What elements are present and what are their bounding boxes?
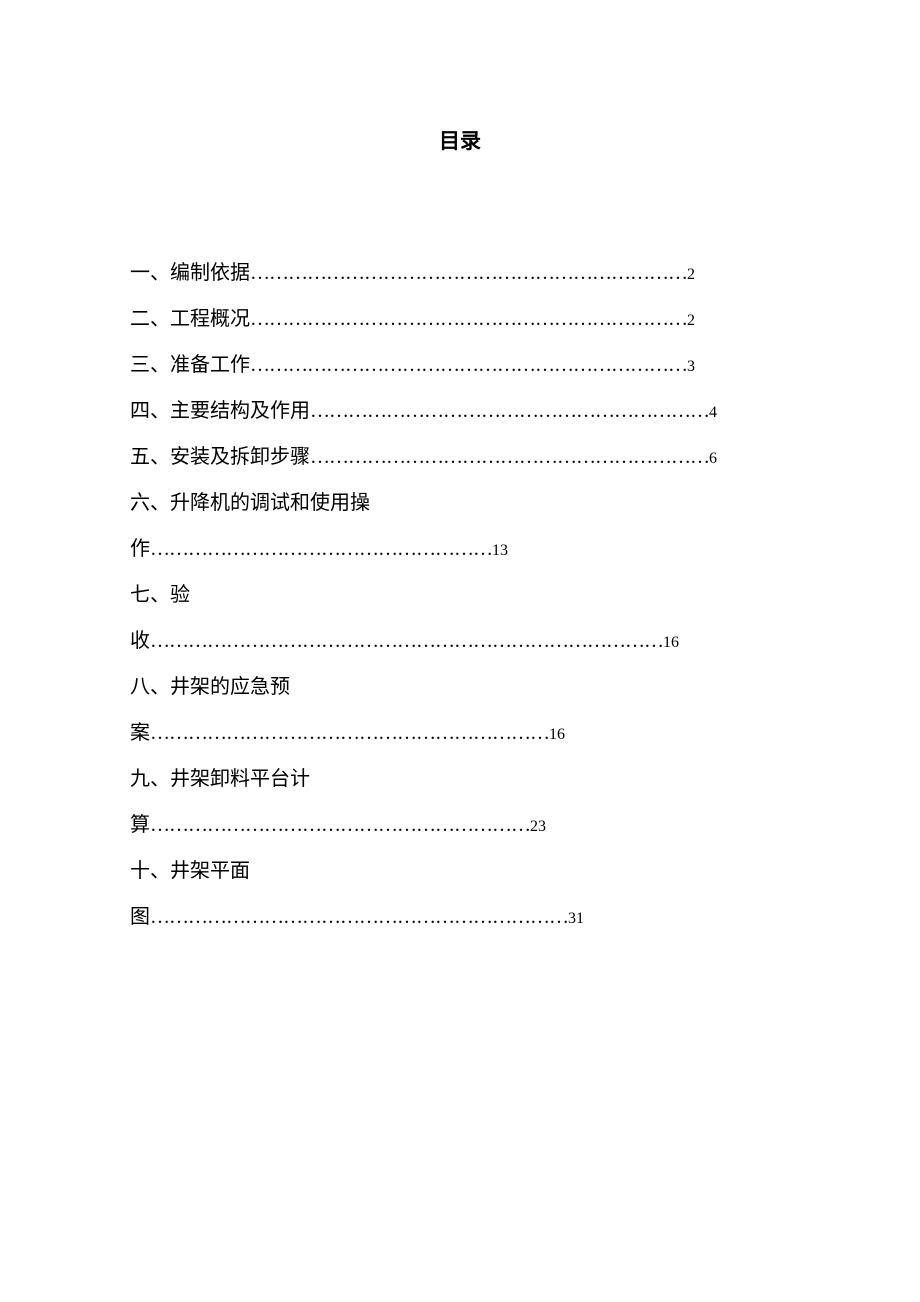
- toc-entry-3: 三、准备工作 …………………………………………………………… 3: [130, 342, 790, 388]
- toc-page: 4: [709, 395, 717, 432]
- toc-page: 23: [530, 809, 546, 846]
- toc-page: 16: [549, 717, 565, 754]
- toc-entry-6: 六、升降机的调试和使用操 作 ……………………………………………… 13: [130, 480, 790, 572]
- toc-label-line2: 算: [130, 802, 150, 848]
- toc-entry-9: 九、井架卸料平台计 算 …………………………………………………… 23: [130, 756, 790, 848]
- toc-dots: ………………………………………………: [150, 526, 492, 572]
- toc-dots: ……………………………………………………………: [250, 250, 687, 296]
- toc-label-line1: 十、井架平面: [130, 848, 790, 894]
- toc-dots: ………………………………………………………………………: [150, 618, 663, 664]
- toc-label: 二、工程概况: [130, 296, 250, 342]
- toc-dots: ………………………………………………………: [310, 388, 709, 434]
- toc-title: 目录: [130, 125, 790, 155]
- toc-label-line1: 七、验: [130, 572, 790, 618]
- toc-page: 2: [687, 303, 695, 340]
- toc-entry-1: 一、编制依据 …………………………………………………………… 2: [130, 250, 790, 296]
- toc-entry-2: 二、工程概况 …………………………………………………………… 2: [130, 296, 790, 342]
- toc-label-line1: 八、井架的应急预: [130, 664, 790, 710]
- toc-label-line2: 收: [130, 618, 150, 664]
- toc-page: 3: [687, 349, 695, 386]
- toc-dots: ……………………………………………………………: [250, 296, 687, 342]
- toc-label-line2: 作: [130, 526, 150, 572]
- toc-label: 一、编制依据: [130, 250, 250, 296]
- toc-label-line1: 九、井架卸料平台计: [130, 756, 790, 802]
- toc-container: 一、编制依据 …………………………………………………………… 2 二、工程概况 …: [130, 250, 790, 940]
- toc-dots: ……………………………………………………………: [250, 342, 687, 388]
- toc-page: 2: [687, 257, 695, 294]
- toc-page: 31: [568, 901, 584, 938]
- toc-entry-8: 八、井架的应急预 案 ……………………………………………………… 16: [130, 664, 790, 756]
- toc-entry-5: 五、安装及拆卸步骤 ……………………………………………………… 6: [130, 434, 790, 480]
- toc-label-line2: 图: [130, 894, 150, 940]
- toc-entry-10: 十、井架平面 图 ………………………………………………………… 31: [130, 848, 790, 940]
- toc-page: 16: [663, 625, 679, 662]
- toc-page: 13: [492, 533, 508, 570]
- toc-label-line2: 案: [130, 710, 150, 756]
- toc-dots: ………………………………………………………: [150, 710, 549, 756]
- toc-dots: …………………………………………………………: [150, 894, 568, 940]
- toc-page: 6: [709, 441, 717, 478]
- toc-label: 五、安装及拆卸步骤: [130, 434, 310, 480]
- toc-dots: ……………………………………………………: [150, 802, 530, 848]
- toc-label: 三、准备工作: [130, 342, 250, 388]
- toc-label-line1: 六、升降机的调试和使用操: [130, 480, 790, 526]
- toc-entry-7: 七、验 收 ……………………………………………………………………… 16: [130, 572, 790, 664]
- toc-label: 四、主要结构及作用: [130, 388, 310, 434]
- toc-dots: ………………………………………………………: [310, 434, 709, 480]
- toc-entry-4: 四、主要结构及作用 ……………………………………………………… 4: [130, 388, 790, 434]
